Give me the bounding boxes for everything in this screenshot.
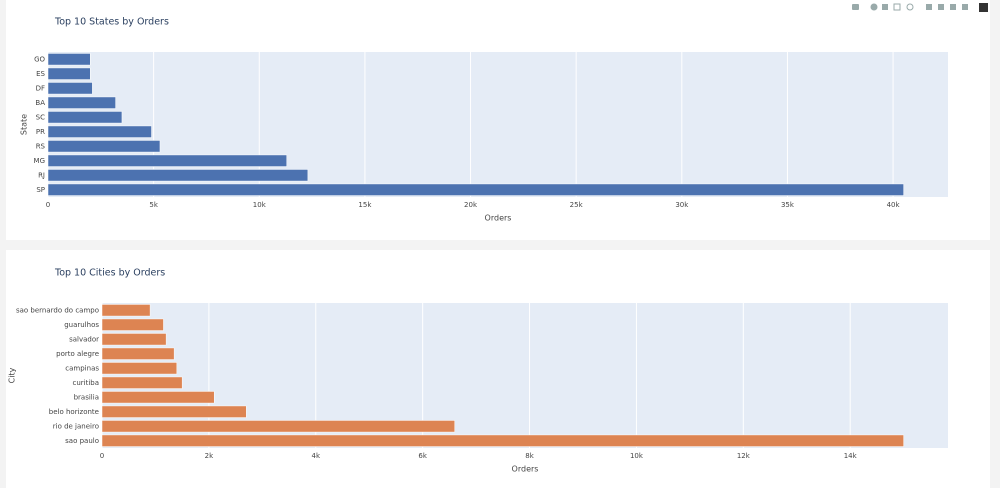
lasso-icon[interactable] xyxy=(906,3,914,11)
x-tick-label: 30k xyxy=(675,201,689,209)
chart-title: Top 10 Cities by Orders xyxy=(54,268,165,279)
x-axis-title: Orders xyxy=(485,214,512,223)
y-tick-label: PR xyxy=(36,128,45,136)
y-tick-label: brasilia xyxy=(74,393,99,401)
x-tick-label: 6k xyxy=(418,452,427,460)
y-tick-label: ES xyxy=(36,70,45,78)
bar xyxy=(47,169,309,182)
y-tick-label: BA xyxy=(35,99,45,107)
bar xyxy=(47,53,91,66)
bar xyxy=(101,318,164,331)
y-tick-label: RJ xyxy=(38,171,45,179)
bar xyxy=(47,125,152,138)
bar xyxy=(101,304,151,317)
x-tick-label: 14k xyxy=(844,452,858,460)
y-tick-label: SC xyxy=(36,113,45,121)
x-tick-label: 40k xyxy=(887,201,901,209)
y-tick-label: curitiba xyxy=(72,379,99,387)
bar xyxy=(101,333,167,346)
select-icon[interactable] xyxy=(893,3,901,11)
bar xyxy=(47,183,904,196)
y-tick-label: GO xyxy=(34,55,45,63)
x-axis-title: Orders xyxy=(512,465,539,474)
bar xyxy=(47,96,116,109)
y-tick-label: sao bernardo do campo xyxy=(16,306,99,314)
y-tick-label: belo horizonte xyxy=(49,408,99,416)
y-tick-label: porto alegre xyxy=(56,350,99,358)
x-tick-label: 8k xyxy=(525,452,534,460)
zoom-icon[interactable] xyxy=(870,3,878,11)
zoom-out-icon[interactable] xyxy=(938,4,944,10)
x-tick-label: 4k xyxy=(312,452,321,460)
zoom-in-icon[interactable] xyxy=(926,4,932,10)
x-tick-label: 0 xyxy=(100,452,104,460)
bar xyxy=(47,111,123,124)
x-tick-label: 25k xyxy=(570,201,584,209)
y-axis-title: State xyxy=(20,114,29,135)
y-tick-label: MG xyxy=(34,157,45,165)
y-tick-label: salvador xyxy=(69,335,99,343)
modebar[interactable] xyxy=(852,3,988,12)
bar xyxy=(101,362,178,375)
y-tick-label: campinas xyxy=(65,364,99,372)
y-tick-label: SP xyxy=(36,186,45,194)
bar xyxy=(101,420,455,433)
bar xyxy=(101,376,183,389)
x-tick-label: 5k xyxy=(149,201,158,209)
pan-icon[interactable] xyxy=(882,4,888,10)
bar xyxy=(101,405,247,418)
bar xyxy=(47,82,93,95)
y-axis-title: City xyxy=(8,367,17,383)
x-tick-label: 20k xyxy=(464,201,478,209)
logo[interactable] xyxy=(979,3,988,12)
bar xyxy=(47,67,91,80)
reset-icon[interactable] xyxy=(962,4,968,10)
x-tick-label: 0 xyxy=(46,201,50,209)
autoscale-icon[interactable] xyxy=(950,4,956,10)
chart-title: Top 10 States by Orders xyxy=(54,17,169,28)
x-tick-label: 12k xyxy=(737,452,751,460)
bar xyxy=(47,140,161,153)
bar xyxy=(47,154,287,167)
y-tick-label: guarulhos xyxy=(64,321,99,329)
bar xyxy=(101,347,175,360)
x-tick-label: 2k xyxy=(205,452,214,460)
y-tick-label: DF xyxy=(36,84,45,92)
y-tick-label: rio de janeiro xyxy=(53,422,99,430)
bar xyxy=(101,434,904,447)
x-tick-label: 10k xyxy=(630,452,644,460)
bar xyxy=(101,391,215,404)
x-tick-label: 35k xyxy=(781,201,795,209)
x-tick-label: 15k xyxy=(358,201,372,209)
x-tick-label: 10k xyxy=(253,201,267,209)
y-tick-label: RS xyxy=(36,142,46,150)
camera-icon[interactable] xyxy=(852,4,859,10)
y-tick-label: sao paulo xyxy=(65,437,99,445)
